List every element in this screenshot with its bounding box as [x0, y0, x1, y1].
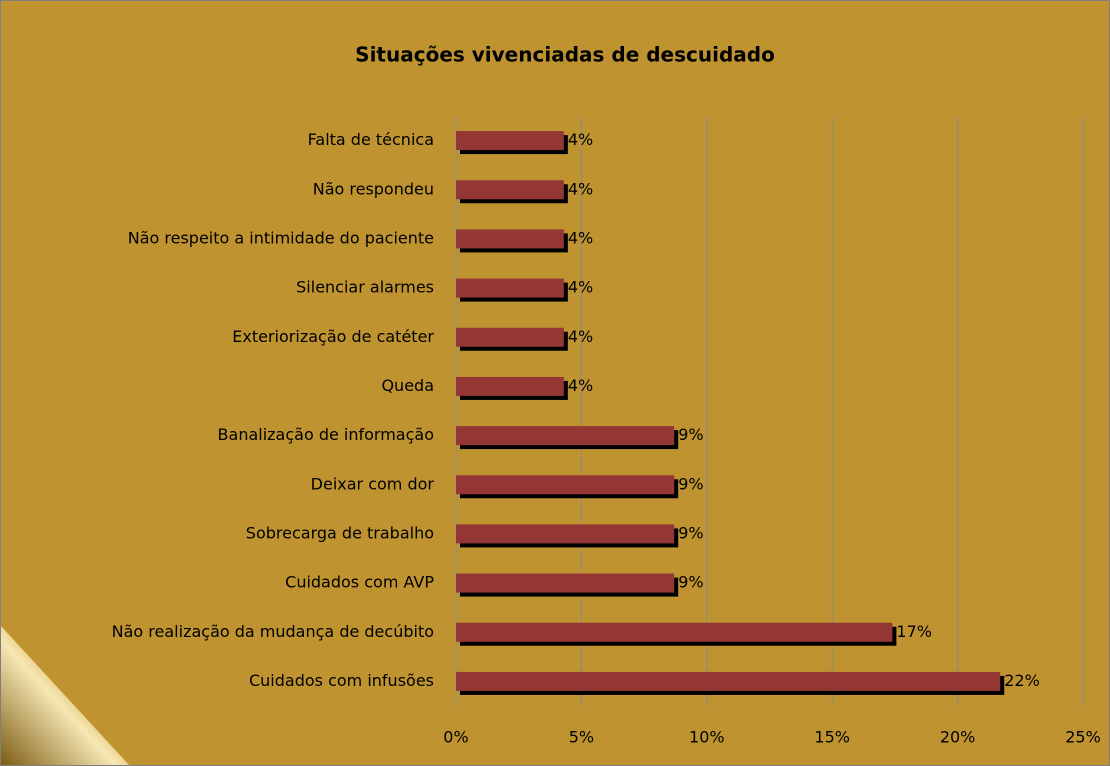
data-label: 4% [568, 278, 593, 297]
bar [456, 475, 675, 495]
bar [456, 622, 893, 642]
bar [456, 376, 564, 396]
decoration [0, 625, 130, 766]
bar [456, 278, 564, 298]
data-label: 4% [568, 228, 593, 247]
y-tick-label: Não respondeu [313, 179, 434, 198]
y-tick-label: Banalização de informação [218, 425, 434, 444]
bar [456, 229, 564, 249]
bar [456, 180, 564, 200]
bar [456, 426, 675, 446]
y-tick-label: Silenciar alarmes [296, 278, 434, 297]
data-label: 4% [568, 130, 593, 149]
x-tick-label: 15% [814, 728, 850, 747]
bar [456, 671, 1001, 691]
y-tick-label: Queda [381, 376, 434, 395]
chart-title: Situações vivenciadas de descuidado [355, 43, 775, 67]
bar [456, 131, 564, 151]
bar [456, 573, 675, 593]
x-tick-label: 5% [569, 728, 594, 747]
data-label: 9% [678, 573, 703, 592]
bar [456, 327, 564, 347]
y-tick-label: Sobrecarga de trabalho [246, 523, 434, 542]
data-label: 9% [678, 523, 703, 542]
bar [456, 524, 675, 544]
data-label: 9% [678, 425, 703, 444]
y-tick-label: Cuidados com AVP [285, 573, 434, 592]
y-tick-label: Não respeito a intimidade do paciente [128, 228, 434, 247]
y-tick-label: Falta de técnica [308, 130, 434, 149]
y-tick-label: Deixar com dor [311, 474, 435, 493]
y-tick-label: Não realização da mudança de decúbito [112, 622, 434, 641]
data-label: 9% [678, 474, 703, 493]
data-label: 17% [896, 622, 932, 641]
y-tick-label: Cuidados com infusões [249, 671, 434, 690]
data-label: 22% [1004, 671, 1040, 690]
y-tick-label: Exteriorização de catéter [232, 327, 434, 346]
data-label: 4% [568, 179, 593, 198]
x-tick-label: 25% [1065, 728, 1101, 747]
x-tick-label: 0% [443, 728, 468, 747]
x-tick-label: 10% [689, 728, 725, 747]
x-tick-label: 20% [940, 728, 976, 747]
data-label: 4% [568, 376, 593, 395]
data-label: 4% [568, 327, 593, 346]
